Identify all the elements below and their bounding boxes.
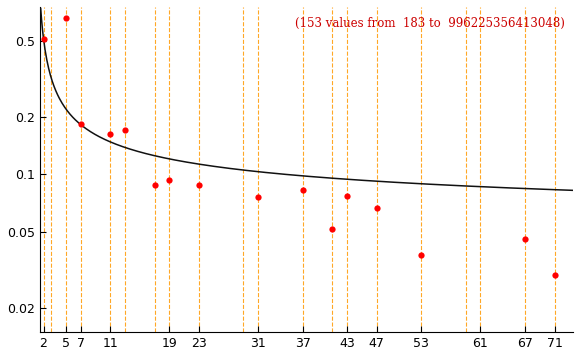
Text: (153 values from  183 to  996225356413048): (153 values from 183 to 996225356413048)	[295, 17, 565, 30]
